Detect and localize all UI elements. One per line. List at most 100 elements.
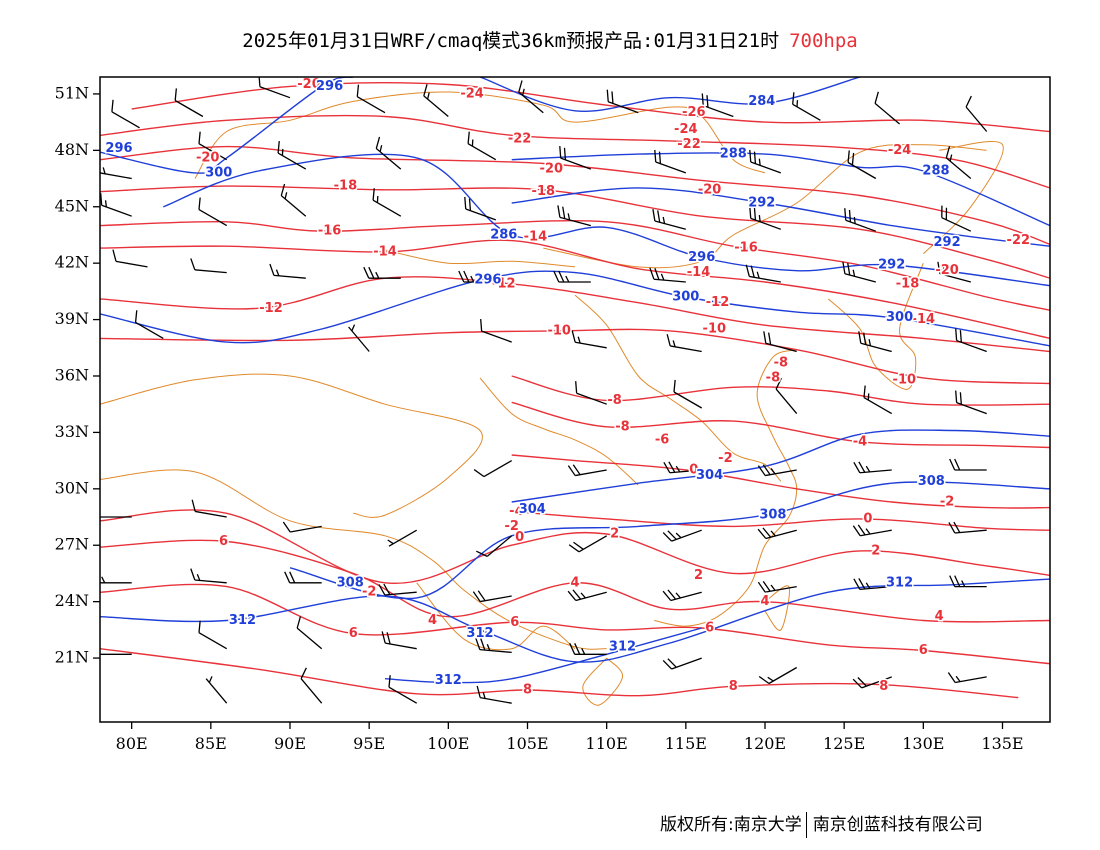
x-tick-label: 125E	[823, 734, 865, 753]
wind-barb	[673, 379, 703, 409]
y-tick-label: 33N	[55, 422, 89, 441]
wind-barb	[458, 270, 496, 283]
temperature-label: -2	[504, 519, 518, 534]
wind-barb	[955, 328, 987, 353]
wind-barb	[955, 390, 987, 415]
temperature-contour	[100, 539, 1050, 623]
wind-barb	[348, 324, 370, 352]
border-line	[654, 349, 798, 627]
border-line	[100, 373, 483, 518]
geopotential-contour	[511, 187, 1050, 247]
geopotential-label: 304	[696, 468, 723, 483]
temperature-label: -14	[373, 244, 397, 259]
temperature-label: 8	[879, 679, 888, 694]
border-line	[827, 263, 924, 390]
wind-barb	[476, 535, 513, 557]
temperature-label: -20	[698, 182, 722, 197]
wind-barb	[649, 267, 686, 283]
copyright-right: 南京创蓝科技有限公司	[812, 815, 983, 835]
temperature-label: 6	[705, 621, 714, 636]
temperature-label: -16	[734, 241, 758, 256]
geopotential-labels: 296 296 296 284 288 288 292 292 292 300 300 300 286 2…	[104, 77, 962, 689]
border-lines	[100, 91, 1004, 706]
wind-barb	[749, 206, 782, 230]
border-line	[194, 91, 766, 179]
geopotential-label: 296	[474, 273, 501, 288]
geopotential-label: 300	[886, 310, 913, 325]
wind-barb	[100, 571, 132, 584]
temperature-label: -10	[703, 322, 727, 337]
wind-barb	[662, 657, 702, 670]
wind-barb	[100, 505, 132, 518]
temperature-label: 2	[694, 568, 703, 583]
temperature-label: -6	[655, 432, 669, 447]
geopotential-contour	[479, 77, 861, 113]
temperature-label: 6	[219, 534, 228, 549]
border-line	[764, 585, 790, 631]
temperature-contour	[100, 114, 1050, 189]
wind-barb	[112, 249, 148, 268]
wind-barb	[280, 183, 307, 217]
temperature-contour	[100, 239, 1050, 340]
temperature-label: -4	[853, 434, 867, 449]
y-tick-label: 30N	[55, 478, 89, 497]
geopotential-label: 312	[886, 575, 913, 590]
wind-barb	[662, 589, 702, 602]
x-tick-label: 120E	[744, 734, 786, 753]
temperature-label: -12	[492, 276, 516, 291]
wind-barb	[858, 331, 892, 353]
wind-barb	[948, 521, 987, 534]
wind-barb	[662, 529, 702, 542]
temperature-contour	[100, 509, 1050, 585]
y-axis: 21N 24N 27N 30N 33N 36N 39N 42N 45N 48N 51N	[55, 83, 100, 667]
temperature-contour	[100, 328, 1050, 385]
wind-barb	[757, 464, 797, 477]
wind-barb	[652, 208, 686, 230]
wind-barb	[654, 149, 687, 174]
temperature-label: 4	[570, 575, 579, 590]
temperature-label: -10	[547, 323, 571, 338]
wind-barb	[937, 261, 971, 283]
copyright-left: 版权所有:南京大学	[660, 815, 802, 835]
temperature-label: 6	[919, 643, 928, 658]
border-line	[922, 141, 1004, 255]
temperature-label: 4	[428, 613, 437, 628]
wind-barb	[575, 381, 607, 405]
temperature-label: 4	[760, 594, 769, 609]
border-line	[574, 294, 782, 482]
temperature-label: -24	[674, 122, 698, 137]
wind-barb	[757, 580, 797, 593]
wind-barb	[296, 616, 323, 650]
wind-barb	[945, 146, 972, 179]
geopotential-label: 300	[205, 165, 232, 180]
wind-barb	[852, 524, 892, 537]
temperature-label: 6	[510, 615, 519, 630]
temperature-label: 8	[523, 683, 532, 698]
wind-barb	[387, 529, 418, 547]
geopotential-label: 296	[105, 141, 132, 156]
wind-barb	[191, 499, 227, 518]
wind-barb	[381, 631, 417, 650]
geopotential-label: 304	[519, 502, 546, 517]
wind-barb	[568, 535, 608, 553]
wind-barb	[363, 266, 401, 279]
wind-barb	[606, 89, 639, 114]
wind-barb	[553, 270, 591, 283]
temperature-label: -24	[460, 86, 484, 101]
geopotential-label: 288	[922, 164, 949, 179]
copyright: 版权所有:南京大学 南京创蓝科技有限公司	[660, 810, 983, 838]
geopotential-label: 308	[337, 575, 364, 590]
wind-barb	[763, 331, 797, 353]
wind-barb	[557, 205, 591, 227]
wind-barb	[100, 161, 132, 180]
temperature-label: -14	[524, 229, 548, 244]
wind-barb	[480, 319, 512, 343]
temperature-contours	[100, 81, 1050, 699]
wind-barb	[701, 93, 734, 118]
wind-barb	[372, 188, 402, 217]
temperature-contour	[100, 583, 1050, 665]
wind-barb	[473, 460, 513, 478]
border-line	[479, 377, 639, 486]
temperature-label: -12	[259, 301, 283, 316]
